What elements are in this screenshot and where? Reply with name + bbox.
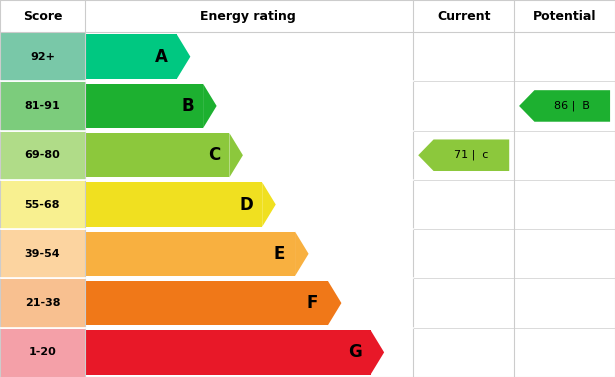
Text: G: G [348, 343, 362, 362]
Text: Score: Score [23, 9, 62, 23]
Text: 92+: 92+ [30, 52, 55, 62]
Polygon shape [177, 35, 191, 79]
Text: 1-20: 1-20 [28, 347, 57, 357]
Bar [0, 81, 85, 130]
Polygon shape [519, 90, 610, 122]
Bar [0, 180, 85, 229]
Text: Potential: Potential [533, 9, 597, 23]
Text: Energy rating: Energy rating [200, 9, 296, 23]
Polygon shape [295, 231, 309, 276]
Text: F: F [307, 294, 318, 312]
Text: 81-91: 81-91 [25, 101, 60, 111]
Polygon shape [328, 281, 341, 325]
Text: Current: Current [437, 9, 490, 23]
Text: C: C [208, 146, 220, 164]
Polygon shape [203, 84, 216, 128]
Text: 55-68: 55-68 [25, 199, 60, 210]
Bar [85, 231, 295, 276]
Text: 69-80: 69-80 [25, 150, 60, 160]
Text: A: A [155, 48, 168, 66]
Bar [0, 328, 85, 377]
Text: B: B [181, 97, 194, 115]
Bar [85, 133, 229, 178]
Polygon shape [371, 330, 384, 374]
Bar [85, 84, 203, 128]
Text: 86 |  B: 86 | B [554, 101, 590, 111]
Bar [0, 32, 85, 81]
Bar [0, 279, 85, 328]
Polygon shape [418, 139, 509, 171]
Text: 39-54: 39-54 [25, 249, 60, 259]
Bar [85, 330, 371, 374]
Text: 21-38: 21-38 [25, 298, 60, 308]
Bar [0, 229, 85, 279]
Polygon shape [229, 133, 243, 178]
Bar [0, 130, 85, 180]
Polygon shape [262, 182, 276, 227]
Text: 71 |  c: 71 | c [454, 150, 488, 161]
Bar [85, 182, 262, 227]
Bar [85, 35, 177, 79]
Text: D: D [240, 196, 254, 213]
Bar [85, 281, 328, 325]
Text: E: E [274, 245, 285, 263]
